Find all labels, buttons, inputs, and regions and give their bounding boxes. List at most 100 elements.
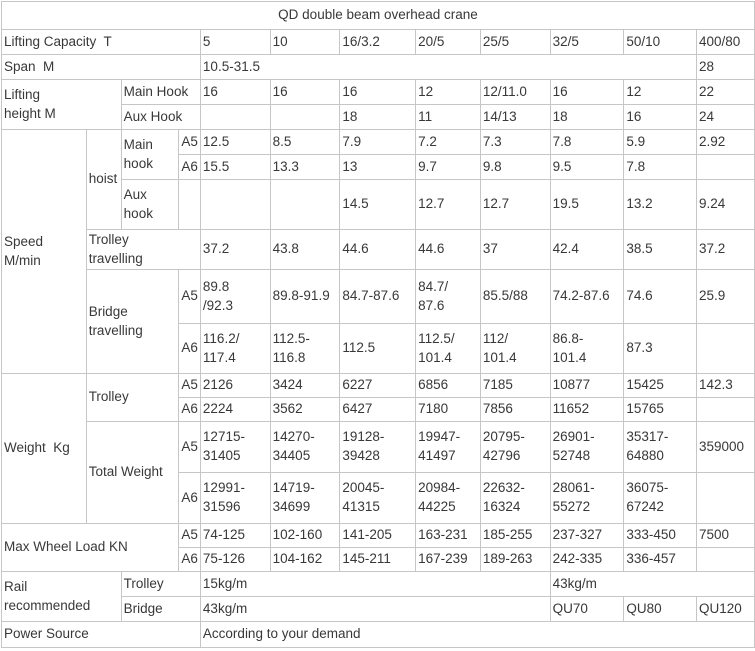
value-cell: 20795- 42796 bbox=[479, 421, 551, 473]
value-cell: 102-160 bbox=[269, 523, 341, 548]
speed-main-hook-a5-row: Speed M/min hoist Main hook A5 12.5 8.5 … bbox=[1, 129, 755, 374]
value-cell bbox=[199, 179, 271, 230]
value-cell: 2126 bbox=[199, 373, 271, 398]
value-cell: 8.5 bbox=[269, 129, 341, 155]
value-cell: 12/11.0 bbox=[479, 79, 551, 105]
value-cell: 35317- 64880 bbox=[623, 421, 698, 473]
value-cell: 15.5 bbox=[199, 154, 271, 180]
value-cell: 87.3 bbox=[623, 323, 698, 374]
value-cell: 400/80 bbox=[696, 29, 755, 55]
value-cell: 20984- 44225 bbox=[415, 472, 481, 524]
value-cell: 2.92 bbox=[696, 129, 755, 155]
duty-class-a5-label: A5 bbox=[178, 523, 201, 548]
value-cell bbox=[199, 104, 271, 130]
value-cell: 142.3 bbox=[696, 373, 755, 398]
value-cell: 86.8- 101.4 bbox=[549, 323, 625, 374]
value-cell: 16 bbox=[199, 79, 271, 105]
value-cell: 38.5 bbox=[623, 229, 698, 270]
empty-cell bbox=[178, 179, 201, 230]
span-main-value: 10.5-31.5 bbox=[199, 54, 698, 80]
value-cell: 7185 bbox=[479, 373, 551, 398]
value-cell: 44.6 bbox=[415, 229, 481, 270]
row-label-speed: Speed M/min bbox=[1, 129, 87, 374]
duty-class-a5-label: A5 bbox=[178, 269, 201, 324]
value-cell: 3424 bbox=[269, 373, 341, 398]
value-cell: 20045- 41315 bbox=[339, 472, 417, 524]
value-cell: QU70 bbox=[549, 596, 625, 622]
value-cell: 104-162 bbox=[269, 547, 341, 572]
duty-class-a6-label: A6 bbox=[178, 547, 201, 572]
value-cell: 13 bbox=[339, 154, 417, 180]
value-cell: 85.5/88 bbox=[479, 269, 551, 324]
lifting-capacity-row: Lifting Capacity T 5 10 16/3.2 20/5 25/5… bbox=[1, 29, 755, 55]
value-cell: 12991- 31596 bbox=[199, 472, 271, 524]
value-cell: 5 bbox=[199, 29, 271, 55]
value-cell: 19128- 39428 bbox=[339, 421, 417, 473]
duty-class-a6-label: A6 bbox=[178, 397, 201, 422]
value-cell bbox=[696, 397, 755, 422]
value-cell: 7.9 bbox=[339, 129, 417, 155]
value-cell: 26901- 52748 bbox=[549, 421, 625, 473]
value-cell: 9.7 bbox=[415, 154, 481, 180]
value-cell bbox=[269, 104, 341, 130]
span-row: Span M 10.5-31.5 28 bbox=[1, 54, 755, 80]
value-cell: 16 bbox=[623, 104, 698, 130]
max-wheel-load-a5-row: Max Wheel Load KN A5 74-125 102-160 141-… bbox=[0, 523, 755, 572]
value-cell: 145-211 bbox=[339, 547, 417, 572]
value-cell: 13.3 bbox=[269, 154, 341, 180]
value-cell: 16 bbox=[339, 79, 417, 105]
value-cell: 141-205 bbox=[339, 523, 417, 548]
value-cell: 14.5 bbox=[339, 179, 417, 230]
value-cell: 12.7 bbox=[415, 179, 481, 230]
value-cell: 9.5 bbox=[549, 154, 625, 180]
value-cell: 333-450 bbox=[623, 523, 698, 548]
power-source-value: According to your demand bbox=[199, 621, 755, 648]
value-cell bbox=[696, 547, 755, 572]
value-cell: 3562 bbox=[269, 397, 341, 422]
value-cell: 22 bbox=[696, 79, 755, 105]
value-cell: 112.5 bbox=[339, 323, 417, 374]
value-cell bbox=[696, 154, 755, 180]
lifting-height-main-hook-row: Lifting height M Main Hook 16 16 16 12 1… bbox=[1, 79, 755, 130]
value-cell: 12.7 bbox=[479, 179, 551, 230]
row-label-lifting-height: Lifting height M bbox=[1, 79, 122, 130]
value-cell: 7.8 bbox=[549, 129, 625, 155]
value-cell: 12 bbox=[415, 79, 481, 105]
value-cell: 116.2/ 117.4 bbox=[199, 323, 271, 374]
value-cell: 75-126 bbox=[199, 547, 271, 572]
value-cell bbox=[696, 472, 755, 524]
row-label-weight: Weight Kg bbox=[1, 373, 87, 524]
value-cell: 28061- 55272 bbox=[549, 472, 625, 524]
span-last-value: 28 bbox=[696, 54, 755, 80]
speed-bridge-travelling-a5-row: Bridge travelling A5 89.8 /92.3 89.8-91.… bbox=[2, 269, 755, 374]
row-label-max-wheel-load: Max Wheel Load KN bbox=[0, 523, 180, 572]
sub-label-hoist-aux-hook: Aux hook bbox=[120, 179, 180, 230]
value-cell: 185-255 bbox=[479, 523, 551, 548]
value-cell: 36075- 67242 bbox=[623, 472, 698, 524]
value-cell: 16 bbox=[269, 79, 341, 105]
value-cell: 37.2 bbox=[696, 229, 755, 270]
value-cell: 37.2 bbox=[199, 229, 271, 270]
value-cell: 112.5/ 101.4 bbox=[415, 323, 481, 374]
value-cell bbox=[269, 179, 341, 230]
sub-label-main-hook: Main Hook bbox=[120, 79, 201, 105]
max-wheel-load-a6-row: A6 75-126 104-162 145-211 167-239 189-26… bbox=[2, 547, 755, 572]
weight-trolley-a6-row: A6 2224 3562 6427 7180 7856 11652 15765 bbox=[2, 397, 755, 422]
value-cell: 18 bbox=[549, 104, 625, 130]
value-cell: 12715- 31405 bbox=[199, 421, 271, 473]
value-cell: 19947- 41497 bbox=[415, 421, 481, 473]
duty-class-a5-label: A5 bbox=[178, 129, 201, 155]
duty-class-a6-label: A6 bbox=[178, 472, 201, 524]
weight-trolley-a5-row: Weight Kg Trolley A5 2126 3424 6227 6856… bbox=[1, 373, 755, 524]
duty-class-a5-label: A5 bbox=[178, 421, 201, 473]
value-cell: 7.3 bbox=[479, 129, 551, 155]
value-cell: 14270- 34405 bbox=[269, 421, 341, 473]
value-cell: 12.5 bbox=[199, 129, 271, 155]
row-label-rail-recommended: Rail recommended bbox=[1, 571, 122, 622]
sub-label-trolley-travelling: Trolley travelling bbox=[85, 229, 201, 270]
value-cell: 237-327 bbox=[549, 523, 625, 548]
sub-label-total-weight: Total Weight bbox=[85, 421, 180, 524]
sub-label-bridge-travelling: Bridge travelling bbox=[85, 269, 180, 374]
